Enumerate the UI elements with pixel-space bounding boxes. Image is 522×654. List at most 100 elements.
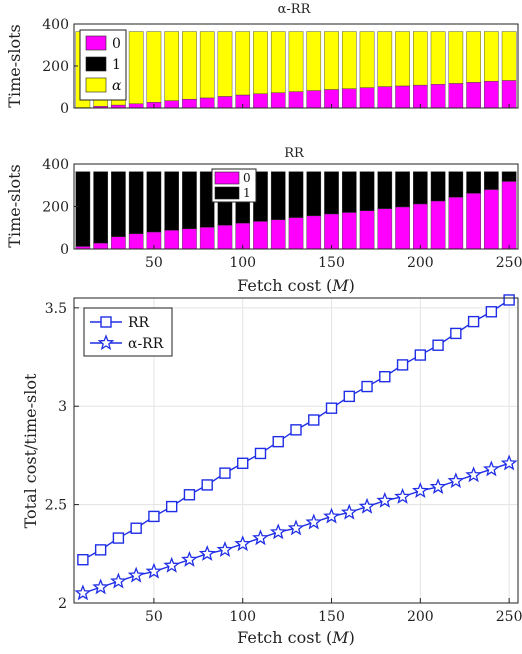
rr-point: [450, 327, 462, 340]
alpha-rr-point: [198, 545, 216, 561]
alpha-rr-bar-α-70: [182, 31, 197, 100]
alpha-rr-point: [465, 466, 482, 483]
rr-bar-1-170: [359, 171, 375, 211]
legend-swatch-0: [85, 35, 107, 51]
total-cost-legend: RR α-RR: [83, 307, 173, 357]
ytick-label: 3.5: [45, 301, 67, 317]
rr-bar-1-40: [128, 171, 144, 234]
rr-ytick-label: 0: [60, 242, 69, 258]
alpha-rr-bar-0-220: [448, 83, 464, 109]
legend-label-alpha-rr: α-RR: [128, 336, 164, 352]
alpha-rr-bar-α-40: [128, 31, 144, 104]
alpha-rr-bar-α-140: [306, 31, 322, 91]
rr-bar-0-210: [430, 200, 446, 250]
alpha-rr-bar-0-210: [430, 84, 446, 109]
alpha-rr-point: [269, 523, 287, 540]
rr-point: [237, 457, 249, 469]
alpha-rr-bar-0-160: [341, 88, 357, 109]
legend-swatch-1: [214, 186, 240, 200]
rr-ytick-label: 200: [42, 200, 69, 216]
alpha-rr-point: [234, 535, 252, 552]
ytick-label: 3: [58, 399, 67, 415]
rr-bar-1-190: [395, 171, 410, 208]
alpha-rr-bar-0-140: [306, 90, 322, 109]
alpha-rr-bar-α-160: [341, 31, 357, 89]
alpha-rr-point: [305, 513, 323, 530]
rr-point: [130, 522, 142, 534]
rr-point: [77, 554, 89, 566]
rr-point: [414, 349, 427, 361]
alpha-rr-bar-0-40: [128, 103, 144, 109]
rr-bar-0-80: [199, 227, 215, 250]
rr-xtick-label: 200: [407, 255, 434, 271]
alpha-rr-bar-α-150: [324, 31, 339, 90]
alpha-rr-bar-α-170: [359, 31, 375, 88]
alpha-rr-bar-0-240: [484, 81, 499, 109]
rr-bar-1-50: [146, 171, 162, 233]
alpha-rr-bar-α-120: [270, 31, 286, 93]
alpha-rr-point: [482, 460, 500, 477]
legend-swatch-0: [214, 171, 240, 185]
rr-point: [361, 380, 373, 393]
rr-xtick-label: 100: [229, 255, 256, 271]
rr-bar-0-120: [270, 219, 286, 250]
rr-bar-1-130: [288, 171, 304, 218]
alpha-rr-point: [429, 478, 447, 495]
legend-marker-square: [100, 316, 112, 328]
alpha-rr-bar-0-190: [395, 85, 410, 109]
alpha-rr-bar-α-60: [164, 31, 179, 101]
rr-bar-0-60: [164, 230, 179, 250]
alpha-rr-point: [110, 572, 127, 589]
rr-bar-1-200: [413, 171, 428, 205]
rr-xtick-label: 150: [318, 255, 345, 271]
rr-bar-0-200: [413, 203, 428, 250]
alpha-rr-bar-0-80: [199, 97, 215, 109]
rr-bar-1-30: [111, 171, 126, 237]
ytick-label: 2: [58, 596, 67, 612]
rr-point: [432, 339, 444, 351]
alpha-rr-bar-α-130: [288, 31, 304, 92]
alpha-rr-point: [340, 503, 358, 520]
rr-bar-0-250: [501, 181, 517, 250]
rr-bar-1-20: [93, 171, 108, 244]
rr-bar-0-20: [93, 242, 108, 250]
alpha-rr-ytick-label: 0: [60, 101, 69, 117]
alpha-rr-bar-0-230: [466, 82, 481, 109]
rr-point: [396, 359, 409, 371]
xtick-label: 250: [496, 609, 522, 625]
xtick-label: 200: [407, 609, 434, 625]
rr-ytick-label: 400: [42, 157, 69, 173]
rr-bar-1-160: [341, 171, 357, 213]
legend-label-1: 1: [112, 57, 121, 73]
rr-bar-0-220: [448, 196, 464, 250]
rr-bar-1-60: [164, 171, 179, 231]
alpha-rr-bar-0-180: [377, 86, 393, 109]
alpha-rr-bar-0-250: [501, 80, 517, 109]
rr-legend: 0 1: [211, 168, 257, 203]
alpha-rr-point: [376, 491, 394, 508]
rr-xlabel: Fetch cost (M): [237, 276, 355, 295]
alpha-rr-ylabel: Time-slots: [5, 24, 24, 107]
alpha-rr-point: [74, 584, 92, 601]
total-cost-panel: 50 100 150 200 250 2 2.5 3 3.5 Total cost/time-s…: [21, 294, 522, 647]
rr-bar-0-110: [253, 221, 268, 250]
rr-point: [290, 424, 302, 436]
alpha-rr-point: [127, 566, 145, 583]
rr-bar-1-230: [466, 171, 481, 194]
rr-bar-0-90: [217, 224, 233, 250]
rr-bar-1-220: [448, 171, 464, 198]
rr-point: [165, 500, 178, 513]
total-cost-xlabel: Fetch cost (M): [237, 628, 355, 647]
xtick-label: 100: [229, 609, 256, 625]
ytick-label: 2.5: [45, 498, 67, 514]
alpha-rr-point: [92, 578, 110, 595]
alpha-rr-ytick-label: 200: [42, 59, 69, 75]
rr-bar-0-230: [466, 193, 481, 250]
alpha-rr-point: [447, 472, 465, 489]
alpha-rr-bar-α-200: [413, 31, 428, 86]
alpha-rr-bar-α-50: [146, 31, 162, 103]
alpha-rr-bar-α-230: [466, 31, 481, 83]
alpha-rr-point: [216, 541, 234, 557]
rr-point: [201, 479, 213, 491]
alpha-rr-point: [145, 562, 163, 579]
